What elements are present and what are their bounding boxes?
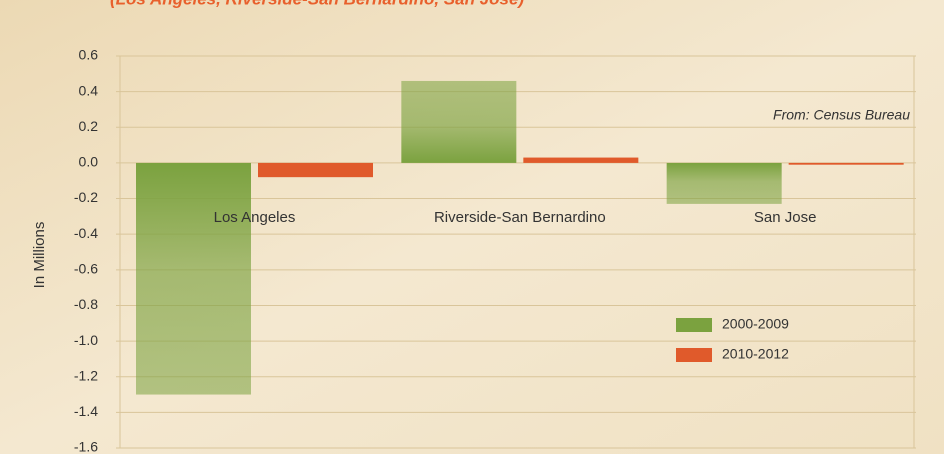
bar [258, 162, 373, 178]
chart-subtitle: (Los Angeles, Riverside-San Bernardino, … [110, 0, 524, 8]
bar [136, 162, 251, 395]
x-tick-label: Riverside-San Bernardino [434, 209, 606, 226]
y-tick-label: 0.6 [79, 47, 99, 63]
y-tick-label: 0.0 [79, 154, 99, 170]
y-tick-label: -0.4 [74, 225, 98, 241]
x-tick-label: San Jose [754, 209, 817, 226]
annotation: From: Census Bureau [773, 107, 910, 123]
y-tick-label: -0.8 [74, 296, 98, 312]
y-tick-label: -1.4 [74, 403, 98, 419]
legend-label: 2010-2012 [722, 346, 789, 362]
bar [788, 162, 904, 165]
bar [666, 162, 782, 204]
y-tick-label: -1.2 [74, 367, 98, 383]
legend-swatch [676, 318, 712, 332]
y-axis-label: In Millions [31, 222, 48, 289]
y-tick-label: 0.4 [79, 82, 99, 98]
legend-label: 2000-2009 [722, 316, 789, 332]
y-tick-label: -0.6 [74, 261, 98, 277]
bar [401, 80, 517, 163]
legend-swatch [676, 348, 712, 362]
y-tick-label: -0.2 [74, 189, 98, 205]
y-tick-label: 0.2 [79, 118, 99, 134]
x-tick-label: Los Angeles [214, 209, 296, 226]
y-tick-label: -1.6 [74, 439, 98, 454]
bar [523, 157, 639, 163]
y-tick-label: -1.0 [74, 332, 98, 348]
